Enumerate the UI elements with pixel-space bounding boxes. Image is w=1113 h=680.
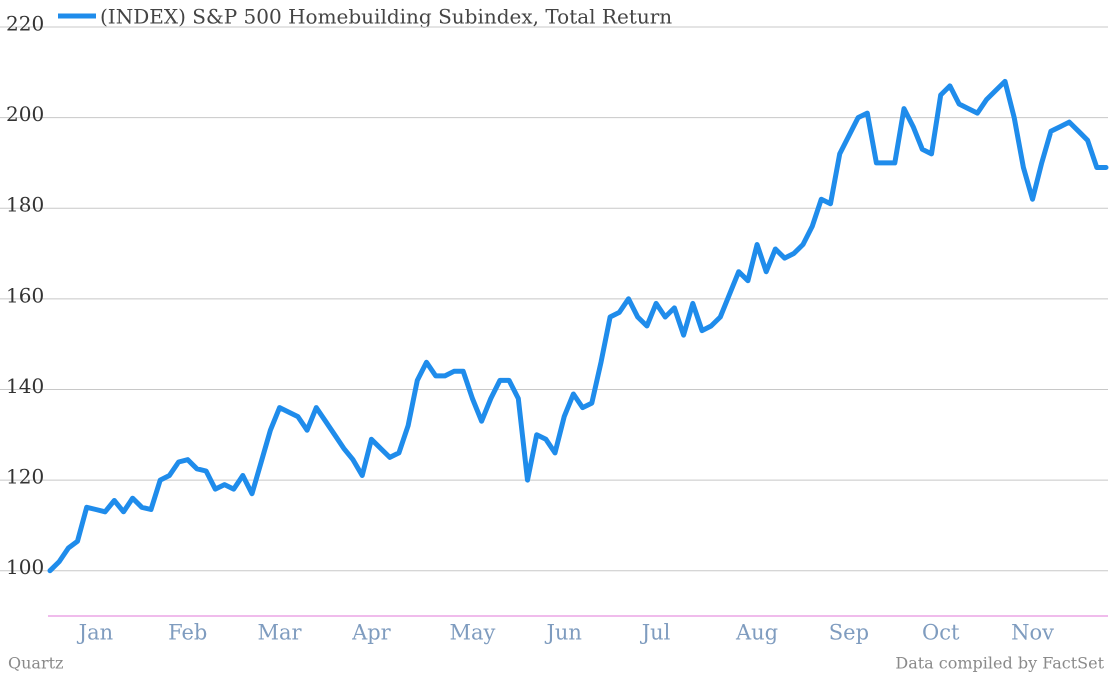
- x-tick-label: Apr: [351, 621, 392, 645]
- y-tick-label: 120: [6, 465, 44, 489]
- y-tick-label: 220: [6, 12, 44, 36]
- legend-label: (INDEX) S&P 500 Homebuilding Subindex, T…: [100, 5, 672, 29]
- x-tick-label: Sep: [829, 621, 869, 645]
- x-tick-label: Aug: [735, 621, 778, 645]
- x-tick-label: Feb: [168, 621, 207, 645]
- y-tick-label: 160: [6, 283, 44, 307]
- source: Data compiled by FactSet: [895, 654, 1104, 673]
- y-tick-label: 140: [6, 374, 44, 398]
- x-tick-label: Jul: [640, 621, 671, 645]
- y-tick-label: 180: [6, 193, 44, 217]
- y-tick-label: 200: [6, 102, 44, 126]
- x-tick-label: Mar: [258, 621, 303, 645]
- series-line: [47, 78, 1109, 574]
- x-tick-label: Jun: [544, 621, 581, 645]
- brand: Quartz: [8, 654, 63, 673]
- x-tick-label: May: [449, 621, 495, 645]
- x-tick-label: Oct: [922, 621, 960, 645]
- x-tick-label: Nov: [1011, 621, 1054, 645]
- x-tick-label: Jan: [77, 621, 113, 645]
- y-tick-label: 100: [6, 555, 44, 579]
